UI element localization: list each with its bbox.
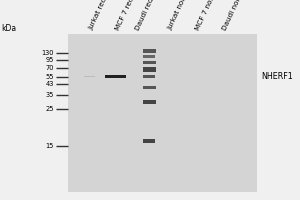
Text: 15: 15 [46, 143, 54, 149]
Text: 70: 70 [46, 65, 54, 71]
Text: Daudi red.: Daudi red. [135, 0, 156, 31]
Text: 25: 25 [46, 106, 54, 112]
Text: 43: 43 [46, 81, 54, 87]
Bar [143, 67, 156, 72]
Bar [68, 34, 256, 192]
Bar [143, 100, 156, 104]
Bar [105, 75, 126, 78]
Bar [143, 49, 156, 53]
Text: 35: 35 [46, 92, 54, 98]
Bar [143, 86, 156, 89]
Text: kDa: kDa [2, 24, 16, 33]
Bar [143, 55, 155, 58]
Text: Jurkat red.: Jurkat red. [88, 0, 109, 31]
Text: MCF 7 non-red.: MCF 7 non-red. [194, 0, 223, 31]
Text: 55: 55 [46, 74, 54, 80]
Text: MCF 7 red.: MCF 7 red. [115, 0, 136, 31]
Text: Daudi non-red.: Daudi non-red. [221, 0, 250, 31]
Bar [143, 75, 155, 78]
Bar [143, 61, 156, 64]
Text: Jurkat non-red.: Jurkat non-red. [167, 0, 195, 31]
Text: 95: 95 [46, 57, 54, 63]
Text: NHERF1: NHERF1 [261, 72, 293, 81]
Bar [143, 139, 155, 143]
Bar [84, 75, 95, 77]
Text: 130: 130 [41, 50, 54, 56]
